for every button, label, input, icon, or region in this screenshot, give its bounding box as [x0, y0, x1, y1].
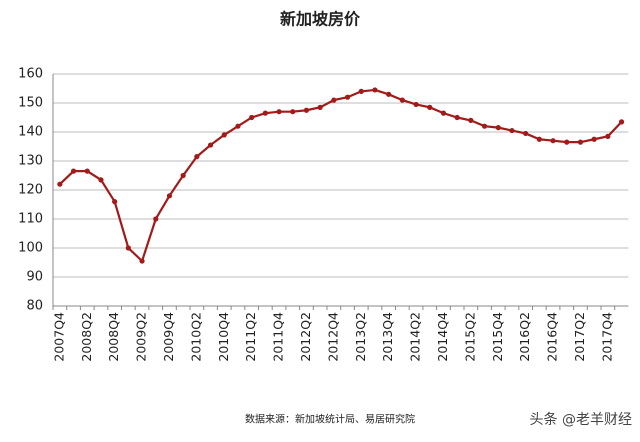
y-tick-label: 110	[18, 212, 43, 227]
data-point	[70, 168, 77, 174]
watermark: 头条 @老羊财经	[530, 411, 632, 428]
data-point	[509, 127, 515, 134]
data-point	[577, 139, 584, 145]
data-point	[235, 123, 241, 129]
data-point	[440, 110, 447, 116]
data-point	[125, 245, 131, 251]
data-point	[276, 109, 282, 115]
y-tick-label: 140	[18, 125, 43, 140]
data-point	[262, 110, 268, 116]
x-tick-label: 2008Q2	[79, 312, 94, 362]
x-tick-label: 2012Q4	[325, 312, 340, 362]
x-tick-label: 2016Q2	[517, 312, 532, 362]
x-tick-label: 2017Q2	[572, 312, 587, 362]
data-point	[618, 119, 625, 125]
y-tick-label: 150	[18, 96, 43, 111]
y-tick-label: 130	[18, 154, 43, 169]
data-point	[454, 114, 460, 121]
series-line	[59, 88, 623, 264]
data-point	[413, 101, 419, 108]
x-tick-label: 2011Q4	[271, 312, 286, 362]
data-point	[399, 97, 405, 103]
source-note: 数据来源：新加坡统计局、易居研究院	[245, 413, 415, 426]
data-point	[386, 91, 392, 97]
x-tick-label: 2015Q2	[462, 312, 477, 362]
data-point	[372, 87, 378, 93]
data-point	[358, 88, 364, 94]
data-point	[344, 94, 351, 100]
data-point	[84, 168, 90, 174]
data-point	[180, 172, 186, 179]
x-tick-label: 2007Q4	[51, 312, 66, 362]
data-point	[550, 138, 556, 144]
x-tick-label: 2014Q4	[435, 312, 450, 362]
data-point	[166, 193, 173, 199]
data-point	[112, 199, 118, 205]
data-point	[249, 114, 255, 121]
x-tick-label: 2011Q2	[243, 312, 258, 362]
x-tick-label: 2015Q4	[490, 312, 505, 362]
x-tick-label: 2017Q4	[599, 312, 614, 362]
data-point	[153, 216, 159, 222]
data-point	[290, 109, 296, 115]
data-point	[57, 181, 63, 187]
data-point	[605, 133, 611, 139]
chart-title: 新加坡房价	[280, 10, 361, 29]
data-point	[468, 117, 474, 123]
y-tick-label: 80	[26, 299, 43, 314]
data-point	[317, 104, 323, 110]
x-tick-label: 2014Q2	[408, 312, 423, 362]
data-point	[98, 177, 104, 183]
data-point	[495, 125, 501, 131]
data-point	[207, 142, 214, 148]
data-point	[591, 136, 597, 142]
x-tick-label: 2009Q2	[134, 312, 149, 362]
data-point	[564, 139, 570, 145]
data-point	[523, 130, 529, 137]
y-tick-label: 100	[18, 241, 43, 256]
data-point	[481, 123, 488, 129]
x-tick-label: 2010Q2	[188, 312, 203, 362]
x-tick-label: 2009Q4	[161, 312, 176, 362]
data-point	[139, 258, 145, 264]
data-point	[536, 136, 542, 142]
data-point	[303, 107, 310, 113]
y-tick-label: 90	[26, 270, 43, 285]
x-tick-label: 2008Q4	[106, 312, 121, 362]
data-point	[221, 132, 227, 138]
x-tick-label: 2013Q4	[380, 312, 395, 362]
x-tick-label: 2010Q4	[216, 312, 231, 362]
x-tick-label: 2012Q2	[298, 312, 313, 362]
data-point	[427, 104, 433, 110]
y-tick-label: 120	[18, 183, 43, 198]
data-point	[194, 154, 200, 160]
x-tick-label: 2013Q2	[353, 312, 368, 362]
y-tick-label: 160	[18, 67, 43, 82]
x-tick-label: 2016Q4	[545, 312, 560, 362]
data-point	[331, 97, 337, 103]
